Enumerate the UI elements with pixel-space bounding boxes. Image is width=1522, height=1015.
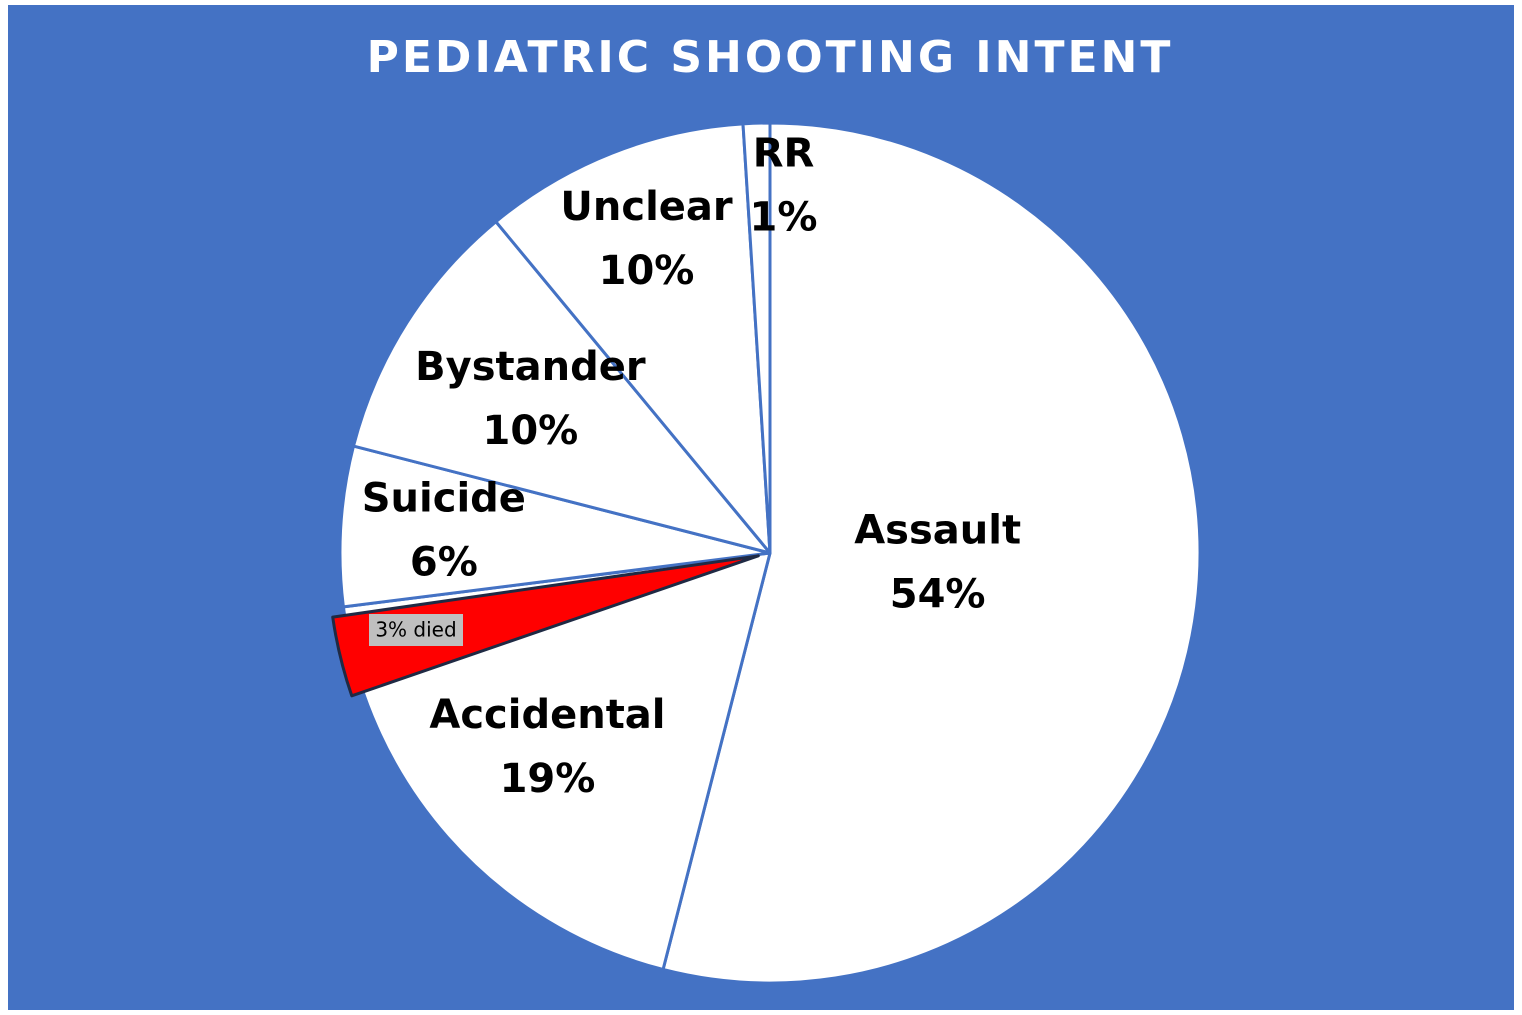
slice-category-label: Assault: [854, 508, 1021, 554]
slice-category-label: Bystander: [415, 344, 646, 390]
pie-slice: [338, 444, 772, 609]
slice-category-label: Suicide: [362, 475, 526, 521]
pie-slice: [741, 121, 772, 555]
pie-slice: [661, 121, 1202, 985]
slice-value-label: 54%: [890, 572, 986, 618]
slice-value-label: 1%: [750, 195, 818, 241]
slice-value-label: 19%: [500, 756, 596, 802]
slice-value-label: 10%: [483, 408, 579, 454]
annotation-label-box: [369, 614, 463, 646]
annotation-slice: [331, 554, 760, 698]
pie-slice: [352, 220, 772, 555]
slice-category-label: RR: [753, 131, 815, 177]
annotation-label: 3% died: [375, 618, 456, 642]
slice-category-label: Accidental: [429, 692, 665, 738]
slice-value-label: 6%: [410, 539, 478, 585]
chart-title: PEDIATRIC SHOOTING INTENT: [367, 32, 1174, 83]
slice-value-label: 10%: [599, 248, 695, 294]
pie-slice: [494, 122, 772, 555]
slice-category-label: Unclear: [560, 184, 733, 230]
